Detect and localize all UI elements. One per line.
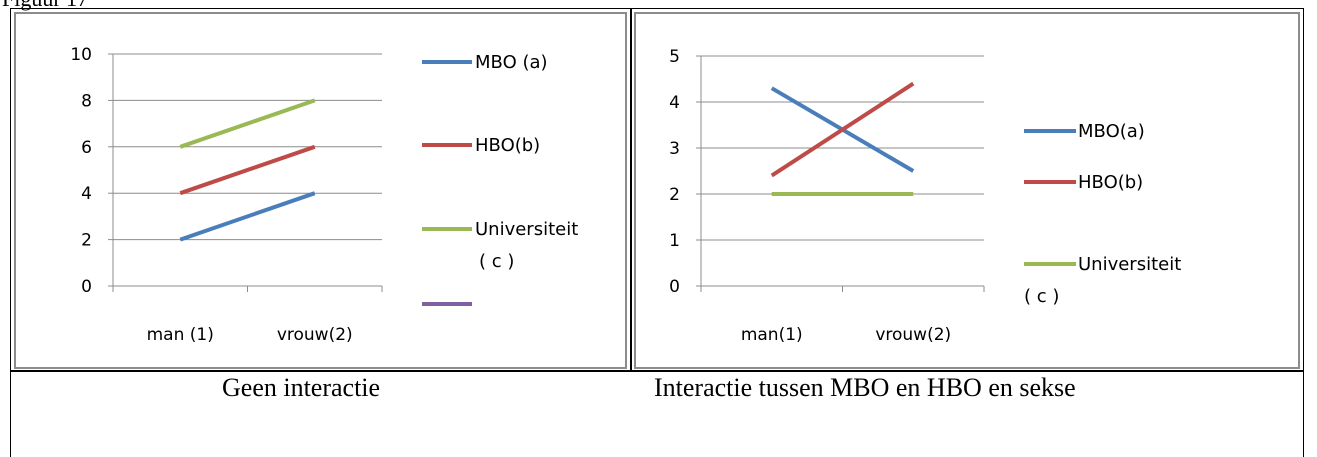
x-tick-label: man (1) [147,325,214,345]
y-tick-label: 2 [81,231,92,251]
x-tick-label: vrouw(2) [277,325,353,345]
legend-label-cont: ( c ) [479,251,514,272]
y-tick-label: 1 [669,231,680,251]
chart-right: 0 1 2 3 4 5 man(1) vrouw(2) MBO(a) HBO(b) Universi… [669,47,1181,345]
row-divider [10,370,1304,372]
series-line [770,81,915,178]
y-tick-label: 10 [70,45,92,65]
legend-label: HBO(b) [475,135,540,156]
chart-right-frame: 0 1 2 3 4 5 man(1) vrouw(2) MBO(a) HBO(b) Universi… [634,12,1300,369]
chart-left-frame: 0 2 4 6 8 10 man (1) vrouw(2) MBO (a) HBO(b) Unive… [14,12,627,369]
y-tick-label: 5 [669,47,680,67]
y-tick-label: 3 [669,139,680,159]
series-line [179,191,316,242]
y-tick-label: 0 [669,277,680,297]
caption-right: Interactie tussen MBO en HBO en sekse [654,373,1076,402]
x-tick-label: man(1) [741,325,803,345]
series-line [179,98,316,149]
chart-left: 0 2 4 6 8 10 man (1) vrouw(2) MBO (a) HBO(b) Unive… [70,45,578,345]
legend-label: HBO(b) [1078,172,1143,193]
y-tick-label: 4 [81,184,92,204]
figure-label: Figuur 17 [2,0,88,12]
legend-label: Universiteit [1078,254,1181,275]
legend-label: Universiteit [475,219,578,240]
legend-label-cont: ( c ) [1024,286,1059,307]
y-tick-label: 0 [81,277,92,297]
y-tick-label: 6 [81,138,92,158]
y-tick-label: 8 [81,91,92,111]
y-tick-label: 4 [669,93,680,113]
y-tick-label: 2 [669,185,680,205]
figure-table [10,8,1304,457]
legend-label: MBO (a) [475,52,548,73]
caption-left: Geen interactie [222,373,381,402]
cell-divider [630,8,632,370]
legend-label: MBO(a) [1078,121,1145,142]
series-line [179,144,316,196]
x-tick-label: vrouw(2) [875,325,951,345]
